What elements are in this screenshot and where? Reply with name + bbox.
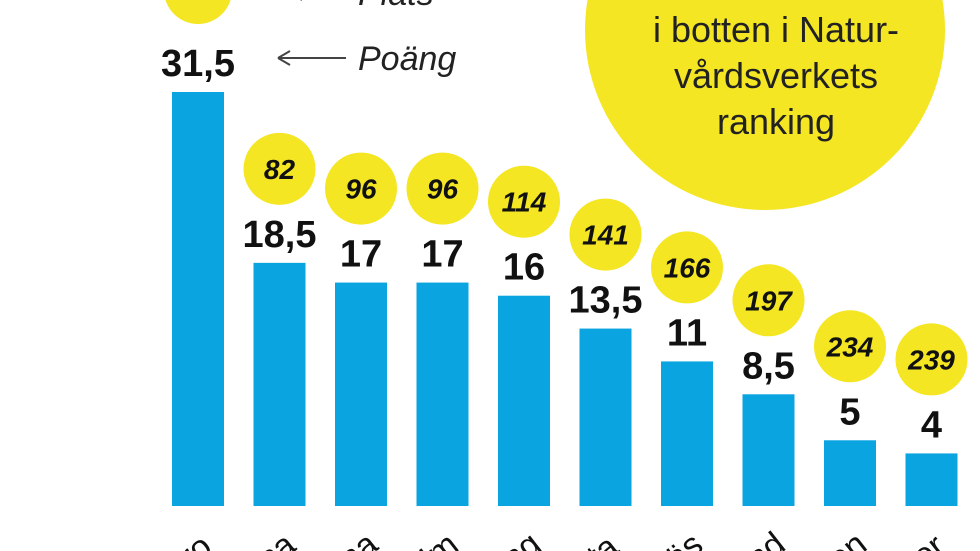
value-label: 17	[421, 234, 463, 276]
value-label: 17	[340, 234, 382, 276]
rank-circle	[814, 310, 886, 383]
bar-ro	[172, 92, 224, 506]
category-labels: ro sa na lm ng ta äs nd en er	[172, 525, 953, 551]
callout-line-3: ranking	[717, 101, 835, 142]
rank-label: 239	[907, 344, 955, 375]
callout-circle	[585, 0, 945, 210]
bar-ng	[498, 295, 550, 506]
category-label: er	[905, 527, 952, 551]
rank-label: 197	[745, 285, 793, 316]
category-label: ta	[580, 528, 626, 551]
value-labels: 31,5 18,5 17 17 16 13,5 11 8,5 5 4	[161, 43, 942, 446]
bar-äs	[661, 361, 713, 506]
rank-circle	[895, 323, 968, 396]
callout-bubble: i botten i Natur- vårdsverkets ranking	[585, 0, 945, 210]
value-label: 31,5	[161, 43, 235, 85]
rank-label: 96	[345, 174, 377, 205]
category-label: na	[332, 525, 385, 551]
rank-circle	[243, 132, 316, 205]
legend-points-label: Poäng	[358, 40, 456, 78]
bar-nd	[742, 394, 795, 506]
rank-circle	[488, 165, 560, 238]
value-label: 16	[503, 247, 545, 289]
category-label: sa	[251, 525, 303, 551]
category-label: en	[821, 525, 874, 551]
category-label: ng	[495, 525, 548, 551]
bar-sa	[253, 262, 306, 506]
rank-circle	[406, 152, 479, 225]
value-label: 13,5	[569, 280, 643, 322]
bar-en	[824, 440, 876, 506]
category-label: nd	[739, 525, 792, 551]
rank-label: 234	[826, 331, 874, 362]
category-label: lm	[414, 525, 466, 551]
value-label: 18,5	[243, 214, 317, 256]
rank-circle	[732, 264, 805, 337]
bar-na	[335, 282, 387, 506]
rank-label: 82	[264, 154, 296, 185]
callout-line-2: vårdsverkets	[674, 55, 878, 96]
value-label: 8,5	[742, 345, 795, 387]
rank-label: 114	[502, 187, 547, 218]
rank-label: 96	[427, 174, 459, 205]
bars	[172, 92, 958, 506]
legend: Plats Poäng	[165, 0, 456, 78]
rank-markers: 82 96 96 114 141 166 197 234 239	[243, 132, 968, 396]
value-label: 4	[921, 404, 942, 446]
legend-points-arrow	[277, 50, 346, 66]
rank-circle	[651, 231, 723, 304]
rank-label: 166	[664, 252, 711, 283]
category-label: äs	[658, 525, 710, 551]
legend-rank-circle	[165, 0, 231, 24]
value-label: 5	[839, 391, 860, 433]
category-label: ro	[172, 527, 219, 551]
bar-ta	[579, 328, 632, 506]
rank-label: 141	[582, 220, 629, 251]
value-label: 11	[667, 312, 707, 354]
rank-circle	[569, 198, 642, 271]
rank-circle	[325, 152, 397, 225]
legend-rank-label: Plats	[358, 0, 434, 13]
bar-er	[905, 453, 958, 506]
callout-line-1: i botten i Natur-	[653, 9, 899, 50]
bar-lm	[416, 282, 469, 506]
